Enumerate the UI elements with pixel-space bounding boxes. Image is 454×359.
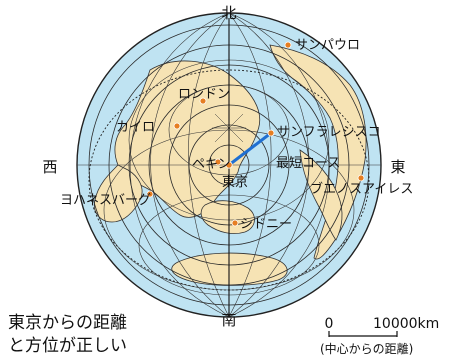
graticule-line xyxy=(228,13,272,317)
pole-ray xyxy=(214,127,230,143)
map-note-line2: と方位が正しい xyxy=(8,336,127,356)
graticule-line xyxy=(130,13,230,317)
city-label-buenos-aires: ブエノスアイレス xyxy=(310,181,413,197)
city-dot-johannesburg xyxy=(146,190,154,198)
city-label-london: ロンドン xyxy=(178,87,230,102)
scale-caption: (中心からの距離) xyxy=(320,341,413,356)
east-label: 東 xyxy=(390,158,405,176)
city-label-sao-paulo: サンパウロ xyxy=(295,38,360,53)
city-dot-sydney xyxy=(231,219,239,227)
city-dot-tokyo xyxy=(225,161,233,169)
city-dot-london xyxy=(199,97,207,105)
city-markers xyxy=(146,41,365,227)
city-dot-buenos-aires xyxy=(357,174,365,182)
city-label-beijing: ペキン xyxy=(192,157,231,172)
south-america-landmass xyxy=(299,149,343,241)
city-dot-san-francisco xyxy=(267,129,275,137)
graticule-line xyxy=(150,13,230,317)
city-dot-cairo xyxy=(173,122,181,130)
graticule-line xyxy=(228,13,310,317)
city-dot-beijing xyxy=(214,158,222,166)
pole-ray xyxy=(228,113,244,129)
city-label-cairo: カイロ xyxy=(116,120,155,135)
scale-bar: 0 10000km (中心からの距離) xyxy=(320,316,439,356)
pole-ray xyxy=(228,127,244,143)
north-label: 北 xyxy=(221,4,236,22)
city-label-johannesburg: ヨハネスバーグ xyxy=(60,193,151,208)
city-label-sydney: シドニー xyxy=(240,217,292,232)
graticule-line xyxy=(228,13,330,317)
route-label: 最短コース xyxy=(276,156,340,171)
west-label: 西 xyxy=(42,158,57,176)
city-label-san-francisco: サンフラレシスコ xyxy=(277,125,381,140)
pole-ray xyxy=(214,113,230,129)
city-dot-sao-paulo xyxy=(284,41,292,49)
graticule-line xyxy=(188,13,230,317)
shortest-route-line xyxy=(228,131,272,167)
city-label-tokyo: 東京 xyxy=(222,174,248,190)
scale-start-label: 0 xyxy=(325,316,334,332)
map-note-line1: 東京からの距離 xyxy=(8,313,127,333)
scale-end-label: 10000km xyxy=(373,316,439,332)
south-label: 南 xyxy=(221,311,236,329)
